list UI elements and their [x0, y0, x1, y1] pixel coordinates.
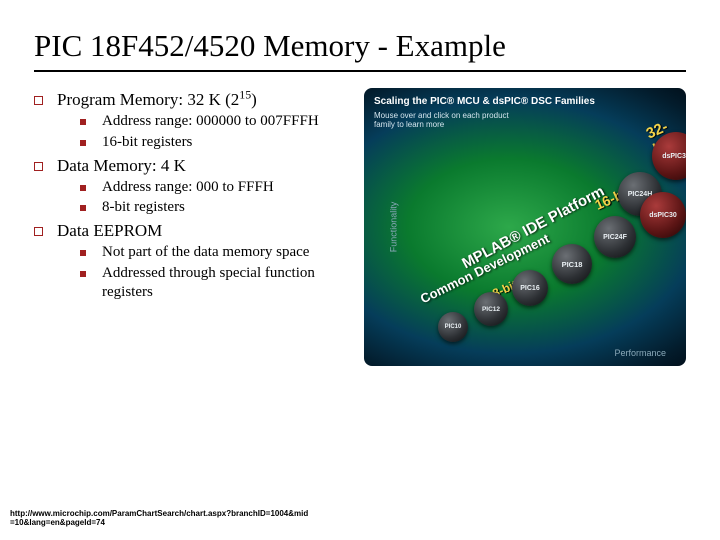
list-item: Address range: 000000 to 007FFFH — [80, 112, 356, 131]
promo-graphic: Scaling the PIC® MCU & dsPIC® DSC Famili… — [364, 88, 686, 366]
list-item: Data Memory: 4 K — [34, 156, 356, 176]
list-item: Address range: 000 to FFFH — [80, 178, 356, 197]
superscript: 15 — [239, 87, 251, 101]
sub-bullet-text: 16-bit registers — [102, 133, 192, 152]
chip-pic16[interactable]: PIC16 — [512, 270, 548, 306]
promo-subtitle: Mouse over and click on each product fam… — [374, 112, 524, 130]
chip-pic24f[interactable]: PIC24F — [594, 216, 636, 258]
sub-bullet-text: Address range: 000000 to 007FFFH — [102, 112, 319, 131]
chip-dspic33[interactable]: dsPIC33 — [652, 132, 686, 180]
bullet-icon — [80, 205, 86, 211]
bullet-icon — [80, 250, 86, 256]
promo-title: Scaling the PIC® MCU & dsPIC® DSC Famili… — [374, 96, 595, 107]
list-item: Data EEPROM — [34, 221, 356, 241]
bullet-icon — [34, 162, 43, 171]
list-item: Not part of the data memory space — [80, 243, 356, 262]
bullet-icon — [80, 271, 86, 277]
chip-pic10[interactable]: PIC10 — [438, 312, 468, 342]
axis-label-x: Performance — [614, 348, 666, 358]
bullet-list: Program Memory: 32 K (215) Address range… — [34, 86, 356, 366]
sub-bullet-text: Not part of the data memory space — [102, 243, 309, 262]
bullet-icon — [34, 227, 43, 236]
bullet-text-tail: ) — [251, 90, 257, 109]
bullet-text: Data Memory: 4 K — [57, 156, 186, 176]
chip-dspic30[interactable]: dsPIC30 — [640, 192, 686, 238]
chip-pic18[interactable]: PIC18 — [552, 244, 592, 284]
bullet-icon — [34, 96, 43, 105]
chip-pic12[interactable]: PIC12 — [474, 292, 508, 326]
axis-label-y: Functionality — [388, 202, 398, 253]
list-item: Addressed through special function regis… — [80, 264, 356, 302]
bullet-icon — [80, 119, 86, 125]
sub-bullet-text: 8-bit registers — [102, 198, 185, 217]
sub-bullet-text: Address range: 000 to FFFH — [102, 178, 274, 197]
sub-bullet-text: Addressed through special function regis… — [102, 264, 356, 302]
list-item: 8-bit registers — [80, 198, 356, 217]
slide-title: PIC 18F452/4520 Memory - Example — [34, 28, 686, 72]
bullet-text: Data EEPROM — [57, 221, 162, 241]
bullet-text: Program Memory: 32 K (2 — [57, 90, 239, 109]
bullet-icon — [80, 185, 86, 191]
list-item: 16-bit registers — [80, 133, 356, 152]
list-item: Program Memory: 32 K (215) — [34, 90, 356, 110]
footnote-url: http://www.microchip.com/ParamChartSearc… — [10, 510, 310, 528]
bullet-icon — [80, 140, 86, 146]
